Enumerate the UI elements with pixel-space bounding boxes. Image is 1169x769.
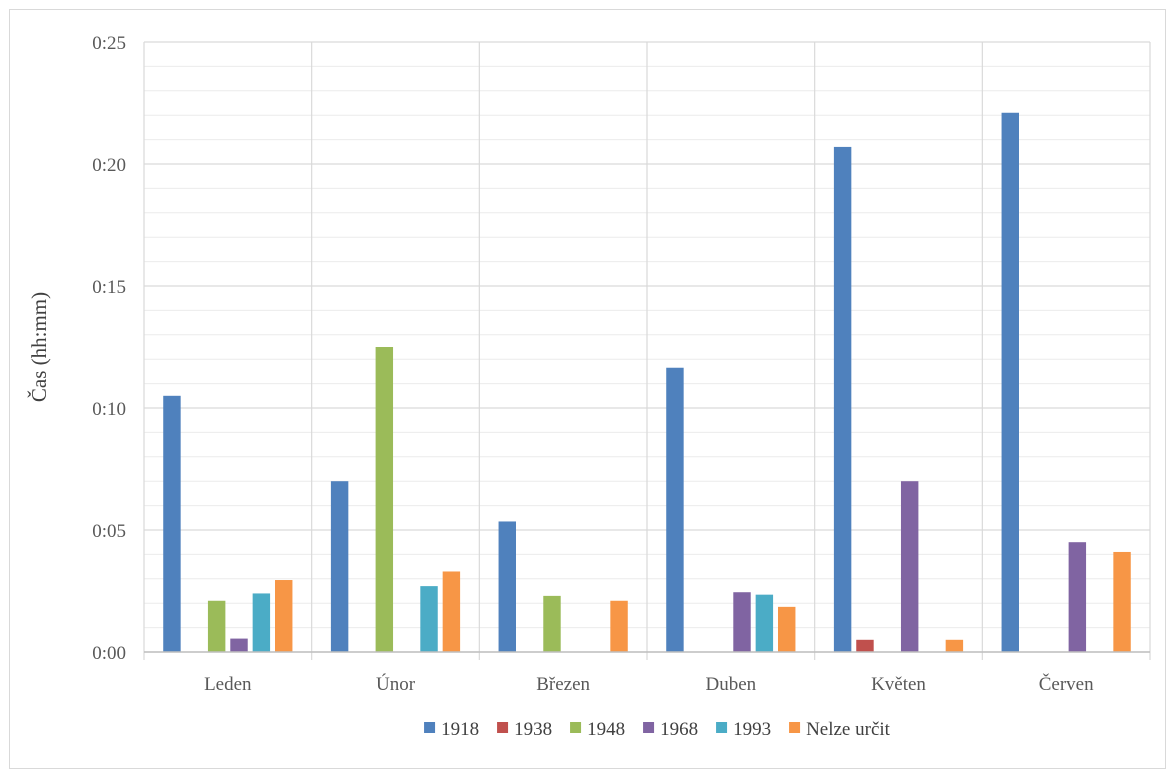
bar [163, 395, 181, 652]
bar [856, 639, 874, 652]
bar [375, 347, 394, 652]
bar [275, 580, 293, 652]
bar [442, 571, 461, 652]
bar [420, 586, 438, 652]
bar [252, 593, 271, 652]
legend-label: 1948 [587, 719, 625, 740]
legend-label: Nelze určit [806, 719, 891, 740]
bar [230, 638, 248, 652]
legend-marker [643, 722, 655, 733]
bar [945, 639, 964, 652]
category-separators [143, 42, 1151, 660]
legend-marker [789, 722, 801, 733]
y-tick-label: 0:10 [92, 399, 126, 420]
legend-label: 1938 [514, 719, 552, 740]
bar [755, 594, 774, 652]
y-axis-title: Čas (hh:mm) [27, 292, 51, 402]
bar [543, 595, 561, 652]
x-tick-label: Červen [1039, 673, 1094, 695]
bar [900, 481, 919, 652]
bar [833, 146, 852, 653]
y-tick-label: 0:15 [92, 277, 126, 298]
bar [1068, 542, 1087, 652]
legend-marker [716, 722, 728, 733]
bar [498, 521, 516, 652]
legend-marker [570, 722, 582, 733]
legend-label: 1968 [660, 719, 698, 740]
x-tick-label: Únor [376, 673, 416, 695]
y-tick-label: 0:20 [92, 155, 126, 176]
x-tick-label: Duben [706, 674, 757, 695]
bar [733, 592, 751, 652]
y-tick-label: 0:05 [92, 521, 126, 542]
chart-area [9, 9, 1166, 769]
x-tick-label: Březen [536, 674, 590, 695]
x-tick-label: Leden [204, 674, 252, 695]
y-tick-label: 0:00 [92, 643, 126, 664]
y-tick-label: 0:25 [92, 33, 126, 54]
axes: 0:00 0:05 0:10 0:15 0:20 0:25 Leden Únor Březen D… [92, 33, 1150, 695]
legend-label: 1993 [733, 719, 771, 740]
legend: 1918 1938 1948 1968 1993 Nelze určit [424, 719, 891, 740]
bar [207, 600, 226, 652]
bar [1001, 112, 1019, 652]
bar [778, 606, 796, 652]
bar [330, 481, 349, 652]
bar [666, 367, 684, 652]
legend-label: 1918 [441, 719, 479, 740]
legend-marker [424, 722, 436, 733]
bar [610, 600, 628, 652]
x-tick-label: Květen [871, 674, 926, 695]
legend-marker [497, 722, 509, 733]
bars [163, 112, 1131, 653]
bar [1113, 551, 1131, 652]
